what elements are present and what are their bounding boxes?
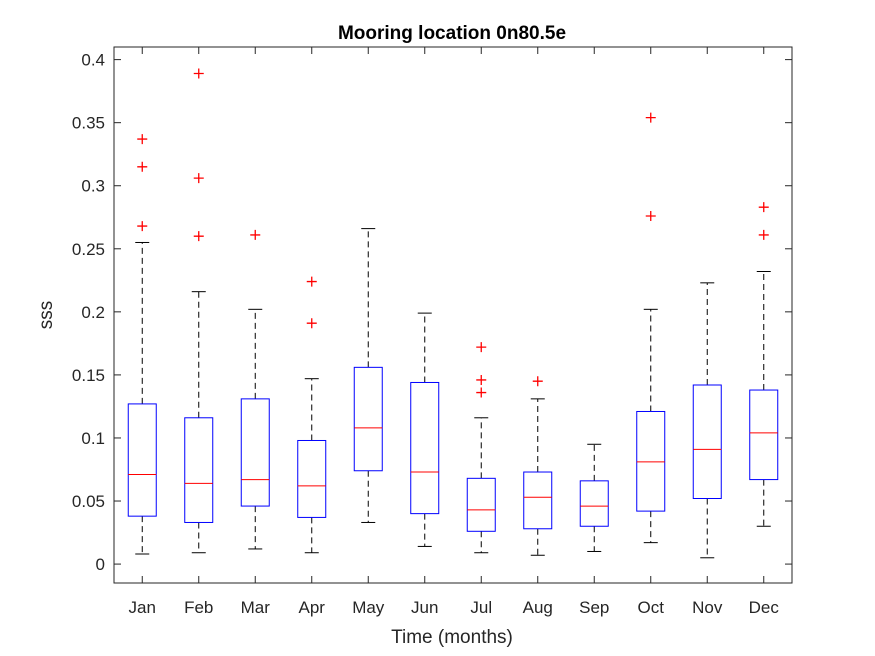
outlier-feb bbox=[193, 231, 204, 242]
outlier-jan bbox=[137, 161, 148, 172]
box-jul bbox=[466, 477, 496, 532]
x-tick-label-feb: Feb bbox=[184, 598, 213, 617]
plot-area: 0 0.05 0.1 0.15 0.2 0.25 0.3 0.35 0.4 Jan Feb Mar Ap… bbox=[72, 46, 793, 617]
y-tick-label: 0.25 bbox=[72, 240, 105, 259]
x-tick-label-jul: Jul bbox=[470, 598, 492, 617]
x-tick-label-dec: Dec bbox=[749, 598, 780, 617]
y-tick-label: 0.35 bbox=[72, 114, 105, 133]
box-mar bbox=[240, 398, 270, 507]
outlier-apr bbox=[306, 276, 317, 287]
y-tick-label: 0 bbox=[96, 555, 105, 574]
outlier-mar bbox=[250, 229, 261, 240]
outlier-dec bbox=[758, 202, 769, 213]
x-tick-label-may: May bbox=[352, 598, 385, 617]
x-tick-label-jan: Jan bbox=[129, 598, 156, 617]
outlier-aug bbox=[532, 376, 543, 387]
x-tick-label-nov: Nov bbox=[692, 598, 723, 617]
x-tick-label-aug: Aug bbox=[523, 598, 553, 617]
outlier-jan bbox=[137, 221, 148, 232]
outlier-feb bbox=[193, 68, 204, 79]
outlier-jul bbox=[476, 374, 487, 385]
box-sep bbox=[579, 480, 609, 527]
box-feb bbox=[184, 417, 214, 523]
box-jun bbox=[410, 381, 440, 515]
x-axis-label: Time (months) bbox=[391, 627, 513, 648]
y-tick-label: 0.3 bbox=[81, 177, 105, 196]
outlier-oct bbox=[645, 112, 656, 123]
outlier-apr bbox=[306, 318, 317, 329]
outlier-oct bbox=[645, 210, 656, 221]
y-tick-label: 0.2 bbox=[81, 303, 105, 322]
box-nov bbox=[692, 384, 722, 500]
outlier-jul bbox=[476, 387, 487, 398]
y-tick-label: 0.05 bbox=[72, 492, 105, 511]
x-tick-label-sep: Sep bbox=[579, 598, 609, 617]
x-tick-label-oct: Oct bbox=[638, 598, 665, 617]
x-tick-label-mar: Mar bbox=[241, 598, 271, 617]
axes-frame bbox=[113, 46, 793, 584]
outlier-feb bbox=[193, 173, 204, 184]
box-dec bbox=[749, 389, 779, 481]
outlier-jul bbox=[476, 342, 487, 353]
y-tick-label: 0.4 bbox=[81, 51, 105, 70]
box-aug bbox=[523, 471, 553, 530]
y-tick-label: 0.15 bbox=[72, 366, 105, 385]
outlier-dec bbox=[758, 229, 769, 240]
box-may bbox=[353, 366, 383, 472]
box-apr bbox=[297, 439, 327, 518]
x-tick-label-apr: Apr bbox=[299, 598, 326, 617]
y-axis-label: sss bbox=[36, 301, 57, 330]
y-tick-label: 0.1 bbox=[81, 429, 105, 448]
x-tick-label-jun: Jun bbox=[411, 598, 438, 617]
box-jan bbox=[127, 403, 157, 517]
outlier-jan bbox=[137, 134, 148, 145]
chart-title: Mooring location 0n80.5e bbox=[338, 23, 566, 44]
box-oct bbox=[636, 410, 666, 512]
